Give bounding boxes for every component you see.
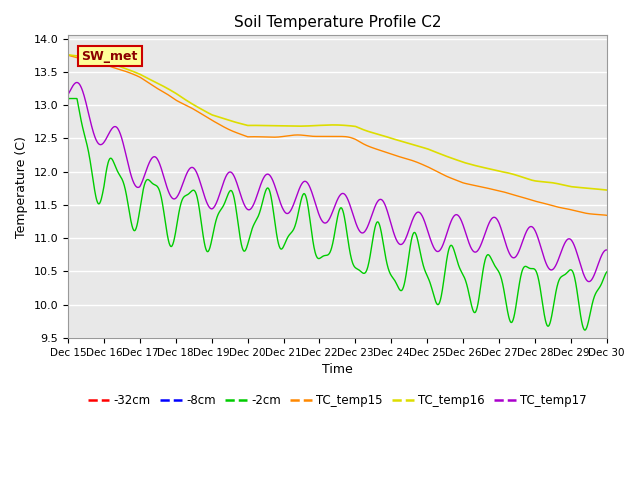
X-axis label: Time: Time xyxy=(322,363,353,376)
Text: SW_met: SW_met xyxy=(81,49,138,62)
TC_temp15 xyxy=(64,52,72,58)
TC_temp17 xyxy=(172,196,179,202)
-2cm xyxy=(184,192,192,197)
TC_temp17 xyxy=(603,247,611,253)
TC_temp16 xyxy=(171,90,179,96)
Legend: -32cm, -8cm, -2cm, TC_temp15, TC_temp16, TC_temp17: -32cm, -8cm, -2cm, TC_temp15, TC_temp16,… xyxy=(83,389,592,412)
TC_temp15 xyxy=(184,103,191,109)
TC_temp15 xyxy=(244,134,252,140)
TC_temp17 xyxy=(184,168,192,174)
TC_temp17 xyxy=(585,279,593,285)
TC_temp15 xyxy=(171,96,179,102)
TC_temp17 xyxy=(64,92,72,97)
-2cm xyxy=(172,232,179,238)
TC_temp15 xyxy=(421,163,429,168)
-2cm xyxy=(64,98,72,104)
TC_temp17 xyxy=(492,215,499,221)
Line: TC_temp15: TC_temp15 xyxy=(68,55,607,216)
TC_temp17 xyxy=(244,207,252,213)
TC_temp16 xyxy=(603,187,611,193)
TC_temp15 xyxy=(539,200,547,206)
-2cm xyxy=(244,239,252,244)
TC_temp16 xyxy=(64,52,72,58)
-2cm xyxy=(581,327,589,333)
Line: TC_temp16: TC_temp16 xyxy=(68,55,607,190)
TC_temp17 xyxy=(540,252,547,258)
-2cm xyxy=(421,268,429,274)
Line: -2cm: -2cm xyxy=(68,98,607,330)
Y-axis label: Temperature (C): Temperature (C) xyxy=(15,136,28,238)
Title: Soil Temperature Profile C2: Soil Temperature Profile C2 xyxy=(234,15,441,30)
TC_temp15 xyxy=(492,187,499,193)
TC_temp17 xyxy=(421,220,429,226)
TC_temp17 xyxy=(73,80,81,85)
TC_temp16 xyxy=(244,122,252,128)
TC_temp15 xyxy=(603,213,611,218)
TC_temp16 xyxy=(184,98,191,104)
Line: TC_temp17: TC_temp17 xyxy=(68,83,607,282)
-2cm xyxy=(492,264,499,270)
TC_temp16 xyxy=(421,145,429,151)
-2cm xyxy=(603,269,611,275)
-2cm xyxy=(65,96,72,101)
TC_temp16 xyxy=(492,168,499,173)
-2cm xyxy=(540,304,547,310)
TC_temp16 xyxy=(539,179,547,185)
